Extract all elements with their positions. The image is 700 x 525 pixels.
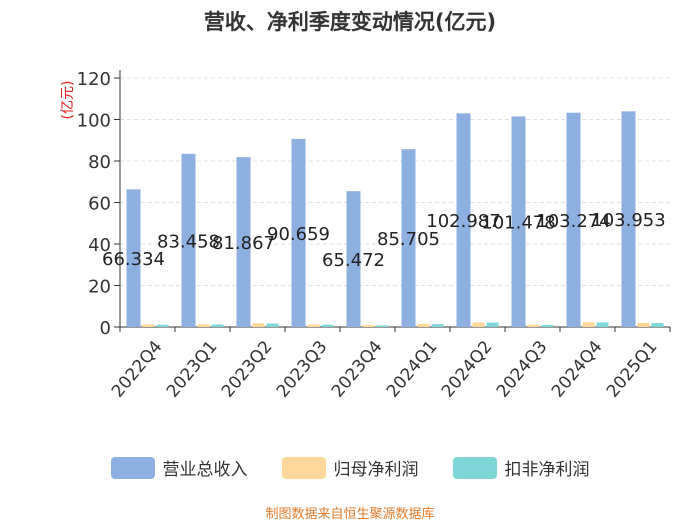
- bar-parent-net-profit: [197, 324, 210, 327]
- data-source-note: 制图数据来自恒生聚源数据库: [265, 507, 435, 522]
- legend: 营业总收入 归母净利润 扣非净利润: [0, 455, 700, 480]
- y-tick-label: 80: [88, 152, 111, 173]
- data-label-revenue: 65.472: [322, 250, 385, 271]
- bar-deducted-net-profit: [431, 324, 444, 327]
- data-label-revenue: 101.478: [481, 213, 555, 234]
- legend-label-revenue: 营业总收入: [162, 460, 248, 480]
- bar-revenue: [511, 116, 526, 327]
- x-tick-label: 2024Q3: [493, 337, 552, 402]
- bar-parent-net-profit: [362, 325, 375, 327]
- bar-revenue: [566, 112, 581, 327]
- bar-deducted-net-profit: [156, 324, 169, 327]
- data-label-revenue: 85.705: [377, 229, 440, 250]
- bar-parent-net-profit: [307, 324, 320, 327]
- chart-title: 营收、净利季度变动情况(亿元): [203, 10, 497, 34]
- x-tick-label: 2023Q4: [328, 337, 387, 402]
- x-tick-label: 2023Q2: [218, 337, 277, 402]
- data-label-revenue: 83.458: [157, 231, 220, 252]
- legend-item-deducted-net-profit[interactable]: 扣非净利润: [452, 455, 590, 480]
- x-tick-label: 2022Q4: [108, 337, 167, 402]
- x-tick-label: 2025Q1: [603, 337, 662, 402]
- y-tick-label: 0: [100, 318, 111, 339]
- legend-label-deducted-net-profit: 扣非净利润: [504, 460, 590, 480]
- legend-item-revenue[interactable]: 营业总收入: [110, 455, 248, 480]
- bar-parent-net-profit: [472, 322, 485, 327]
- data-label-revenue: 103.274: [536, 211, 610, 232]
- y-tick-label: 60: [88, 194, 111, 215]
- bar-deducted-net-profit: [486, 322, 499, 327]
- bar-parent-net-profit: [527, 324, 540, 327]
- y-tick-label: 120: [77, 69, 111, 90]
- y-axis-label: (亿元): [60, 81, 76, 120]
- y-tick-label: 100: [77, 111, 111, 132]
- y-tick-label: 40: [88, 235, 111, 256]
- y-tick-label: 20: [88, 277, 111, 298]
- x-tick-label: 2024Q4: [548, 337, 607, 402]
- bar-revenue: [236, 157, 251, 327]
- x-tick-label: 2024Q1: [383, 337, 442, 402]
- legend-swatch-parent-net-profit: [281, 456, 326, 479]
- data-label-revenue: 90.659: [267, 224, 330, 245]
- bar-revenue: [291, 138, 306, 327]
- legend-swatch-revenue: [110, 456, 155, 479]
- bar-deducted-net-profit: [541, 324, 554, 327]
- bar-parent-net-profit: [417, 323, 430, 327]
- x-tick-label: 2023Q1: [163, 337, 222, 402]
- data-label-revenue: 102.987: [426, 211, 500, 232]
- bar-revenue: [456, 113, 471, 327]
- bar-deducted-net-profit: [211, 324, 224, 327]
- x-tick-label: 2024Q2: [438, 337, 497, 402]
- legend-item-parent-net-profit[interactable]: 归母净利润: [281, 455, 419, 480]
- data-label-revenue: 81.867: [212, 233, 275, 254]
- bar-deducted-net-profit: [321, 324, 334, 327]
- bar-parent-net-profit: [637, 322, 650, 327]
- bar-revenue: [401, 149, 416, 327]
- bar-deducted-net-profit: [596, 322, 609, 327]
- bar-revenue: [621, 111, 636, 328]
- bar-deducted-net-profit: [376, 325, 389, 327]
- data-label-revenue: 103.953: [591, 210, 665, 231]
- legend-label-parent-net-profit: 归母净利润: [333, 460, 419, 480]
- bar-parent-net-profit: [582, 322, 595, 327]
- bar-deducted-net-profit: [266, 323, 279, 327]
- bar-revenue: [181, 153, 196, 327]
- data-label-revenue: 66.334: [102, 249, 165, 270]
- x-tick-label: 2023Q3: [273, 337, 332, 402]
- bar-chart: 020406080100120(亿元)2022Q42023Q12023Q2202…: [60, 69, 671, 402]
- bar-parent-net-profit: [142, 324, 155, 327]
- bar-revenue: [346, 191, 361, 327]
- legend-swatch-deducted-net-profit: [452, 456, 497, 479]
- bar-revenue: [126, 189, 141, 327]
- bar-parent-net-profit: [252, 323, 265, 327]
- bar-deducted-net-profit: [651, 323, 664, 327]
